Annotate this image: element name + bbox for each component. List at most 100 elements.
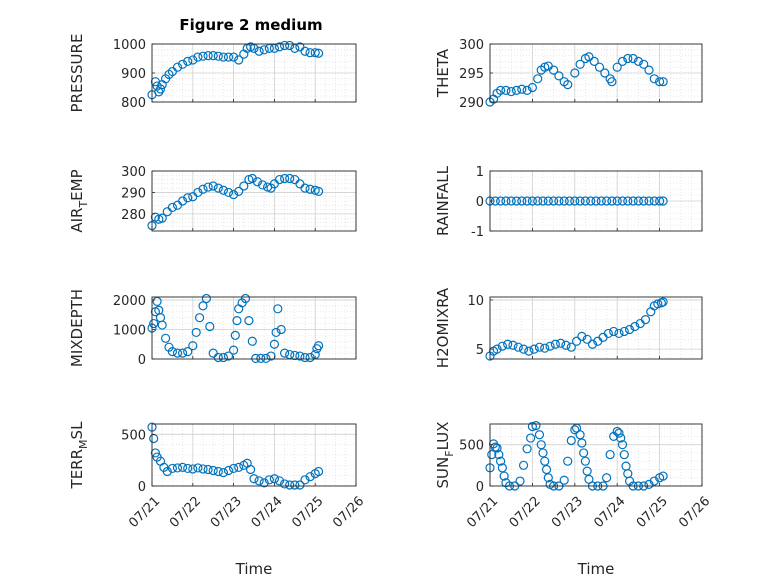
data-point [658, 471, 668, 481]
data-point [295, 351, 305, 361]
data-point [218, 52, 228, 62]
data-point [251, 353, 261, 364]
data-point [550, 339, 560, 349]
subplot-rainfall: -1 0 1 RAINFALL [434, 165, 703, 240]
y-tick-label: 300 [459, 38, 484, 53]
data-point [617, 440, 628, 450]
data-point [529, 344, 539, 354]
data-point [492, 443, 502, 453]
data-point [575, 59, 585, 69]
x-axis-label: Time [235, 560, 273, 578]
data-point [658, 77, 668, 87]
data-point [208, 465, 218, 476]
data-point [150, 448, 160, 458]
data-point [524, 346, 534, 356]
data-point [239, 181, 249, 191]
data-point [527, 196, 538, 206]
subplot-pressure: 800 900 1000 PRESSURE [68, 34, 357, 112]
data-point [191, 327, 201, 338]
data-point [178, 59, 188, 69]
data-point [314, 186, 324, 196]
data-point [527, 82, 538, 93]
data-point [570, 425, 580, 435]
data-point [580, 456, 591, 466]
data-point [614, 328, 624, 339]
data-point [280, 479, 290, 489]
data-point [538, 196, 548, 206]
data-point [639, 196, 649, 206]
data-point [649, 74, 659, 84]
y-tick-label: 2000 [113, 294, 146, 309]
data-point [195, 313, 205, 323]
data-point [229, 189, 239, 200]
data-point [193, 187, 203, 198]
data-point [229, 463, 239, 474]
data-point [223, 187, 234, 198]
data-point [269, 339, 279, 349]
data-point [570, 68, 580, 78]
data-point [314, 466, 324, 477]
data-point [161, 333, 171, 343]
data-point [178, 462, 188, 472]
data-point [183, 463, 193, 474]
data-point [582, 466, 592, 476]
data-point [198, 464, 208, 474]
data-point [269, 474, 279, 484]
data-point [623, 196, 633, 206]
data-point [167, 463, 177, 474]
data-point [213, 352, 223, 363]
data-point [276, 324, 286, 335]
data-point [487, 449, 497, 460]
data-point [201, 293, 211, 304]
data-point [554, 71, 564, 81]
data-point [162, 466, 172, 477]
data-point [492, 344, 502, 354]
data-point [203, 464, 213, 475]
data-point [198, 184, 208, 194]
y-axis-label: H2OMIXRA [434, 287, 452, 368]
axes-box [151, 296, 357, 360]
y-axis-label: SUNFLUX [434, 422, 456, 489]
data-point [271, 327, 281, 338]
data-point [658, 297, 668, 307]
data-point [229, 345, 239, 355]
data-point [541, 464, 552, 475]
data-point [591, 196, 601, 206]
data-point [540, 456, 550, 466]
y-tick-label: 0 [138, 353, 146, 368]
data-point [285, 40, 295, 51]
subplot-air-temp: 280 290 300 AIRTEMP [68, 165, 357, 233]
data-point [617, 196, 628, 206]
data-point [582, 334, 592, 344]
data-point [497, 463, 507, 473]
data-point [305, 184, 315, 194]
data-point [506, 196, 516, 206]
data-point [188, 341, 198, 351]
data-point [575, 196, 585, 206]
data-point [257, 180, 268, 190]
data-point [314, 48, 324, 58]
data-point [644, 65, 654, 75]
data-point [534, 342, 545, 352]
data-point [609, 326, 619, 337]
data-point [157, 320, 167, 330]
data-point [149, 318, 159, 329]
data-point [501, 196, 511, 206]
data-point [157, 213, 167, 223]
data-point [559, 196, 569, 206]
data-point [280, 40, 290, 51]
data-point [223, 351, 234, 361]
y-axis-label: TERRMSL [68, 421, 90, 490]
y-tick-label: 500 [121, 428, 146, 443]
y-axis-label: MIXDEPTH [68, 289, 86, 367]
data-point [167, 202, 177, 213]
y-tick-label: 1 [476, 165, 484, 180]
data-point [531, 421, 541, 431]
axes-box [151, 423, 357, 487]
data-point [213, 183, 223, 193]
data-point [499, 471, 509, 481]
data-point [522, 196, 532, 206]
y-tick-label: 0 [476, 480, 484, 495]
x-axis-label: Time [577, 560, 615, 578]
data-point [577, 331, 587, 341]
